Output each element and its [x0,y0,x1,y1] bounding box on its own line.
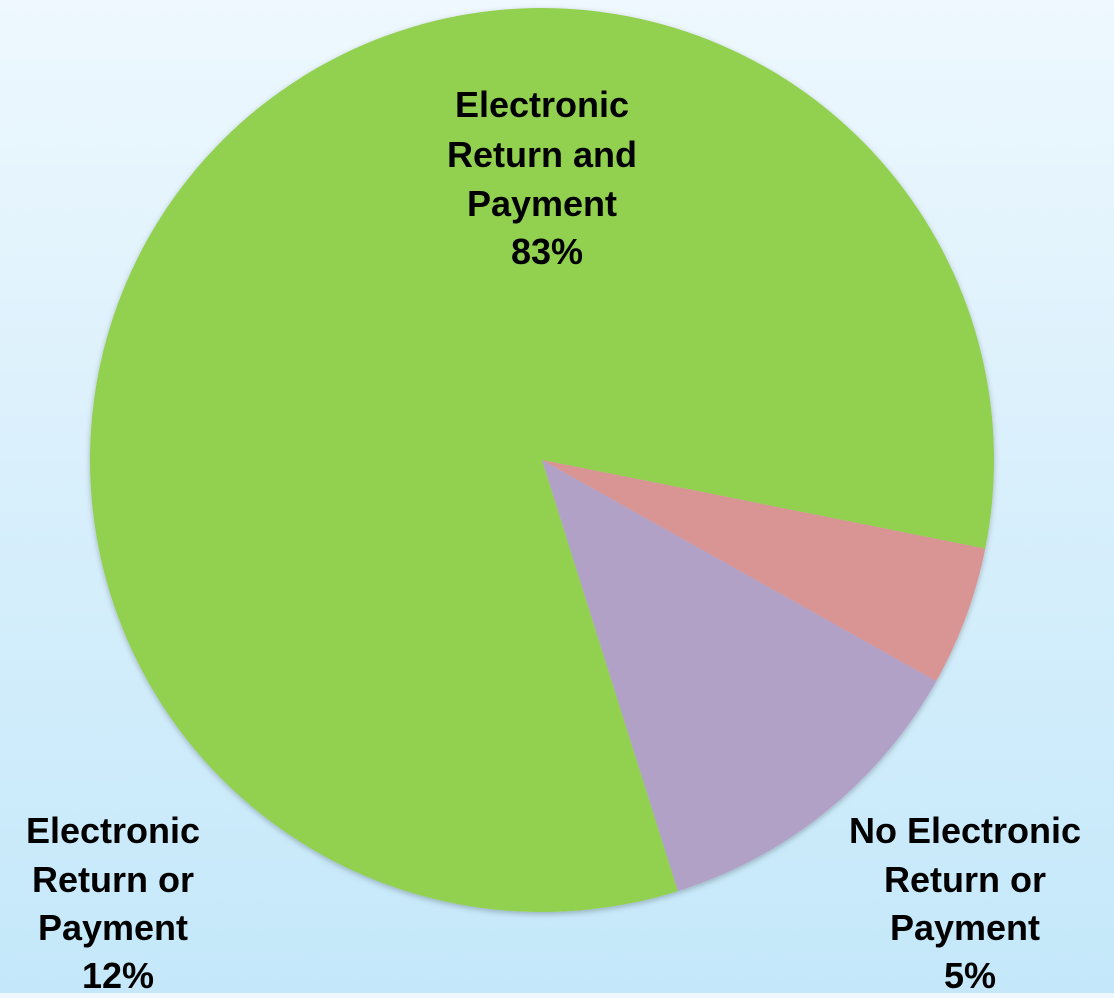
slice-label-electronic-return-or-payment: Electronic Return or Payment 12% [26,810,210,993]
slice-label-line: Payment [890,907,1040,948]
slice-label-no-electronic-return-or-payment: No Electronic Return or Payment 5% [849,810,1091,993]
pie-slices [90,7,995,912]
pie-slice-1 [542,460,986,682]
slice-value-label: 83% [511,231,583,272]
slice-value-label: 12% [82,955,154,993]
slice-label-line: Return or [884,859,1046,900]
slice-label-line: Return or [32,859,194,900]
slice-label-line: Electronic [26,810,200,851]
pie-slice-2 [542,460,937,892]
slice-label-electronic-return-and-payment: Electronic Return and Payment 83% [447,84,647,272]
slice-label-line: Return and [447,134,637,175]
slice-label-line: Payment [38,907,188,948]
pie-slice-0 [90,7,995,912]
slice-value-label: 5% [944,955,996,993]
slice-label-line: Payment [467,183,617,224]
slice-label-line: No Electronic [849,810,1081,851]
slice-label-line: Electronic [455,84,629,125]
